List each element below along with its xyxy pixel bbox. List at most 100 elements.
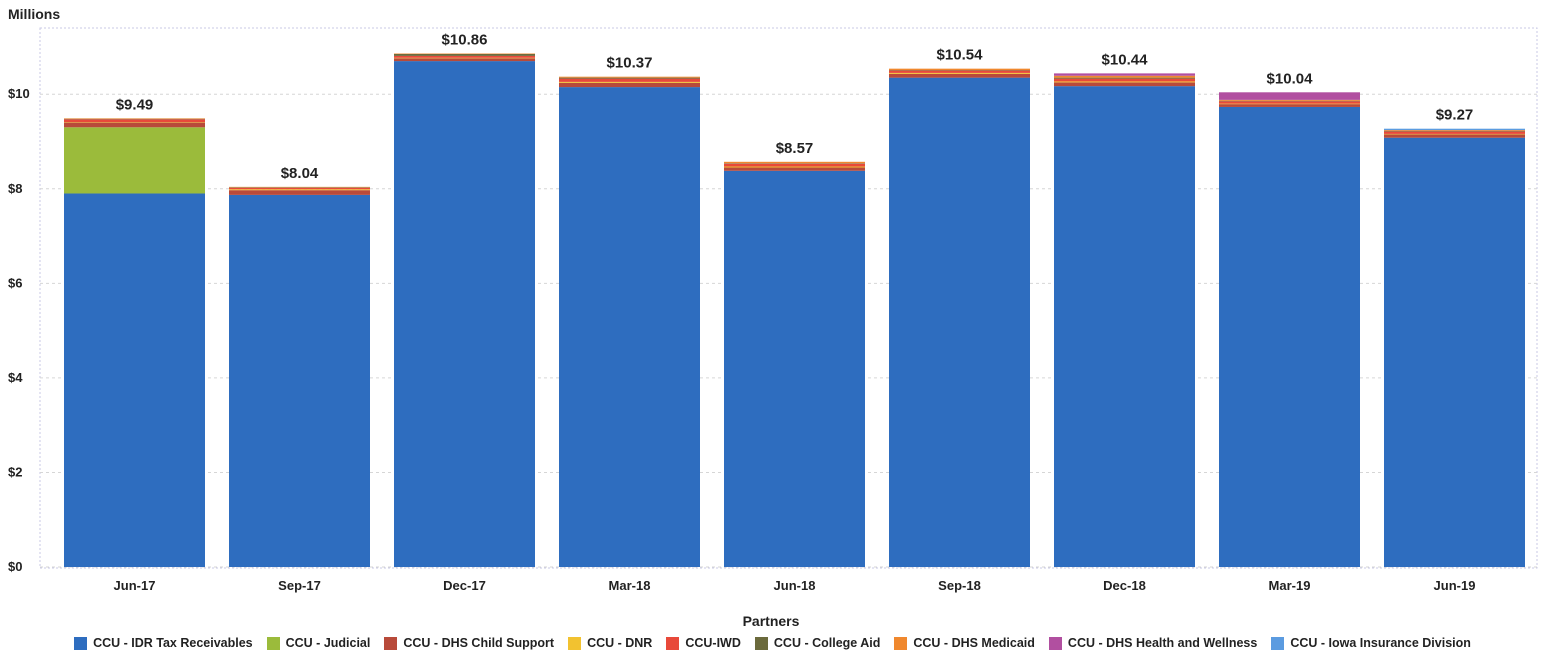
bar-segment: [724, 166, 865, 168]
x-tick-label: Jun-18: [774, 578, 816, 593]
legend-item: CCU - Judicial: [266, 636, 371, 650]
bar-segment: [1384, 133, 1525, 135]
legend-label: CCU - DHS Child Support: [403, 636, 555, 650]
x-tick-label: Dec-17: [443, 578, 486, 593]
bar-total-label: $10.44: [1102, 51, 1149, 68]
bar-segment: [1054, 75, 1195, 78]
legend-swatch: [1048, 636, 1062, 650]
y-tick-label: $6: [8, 275, 22, 290]
legend-item: CCU - DHS Medicaid: [894, 636, 1035, 650]
stacked-bar-chart: Millions $9.49 $8.04 $10.86 $10.37 $8.57 $10.…: [8, 6, 1538, 629]
bar-segment: [889, 70, 1030, 73]
legend-swatch: [74, 636, 88, 650]
legend-label: CCU - Judicial: [285, 636, 371, 650]
bar-segment: [1054, 77, 1195, 79]
bar-segment: [559, 81, 700, 83]
bar-segment: [394, 54, 535, 56]
bar-segment: [1384, 130, 1525, 132]
legend-item: CCU - IDR Tax Receivables: [74, 636, 253, 650]
y-tick-label: $2: [8, 464, 22, 479]
bar-segment: [394, 61, 535, 567]
bar-segment: [64, 119, 205, 123]
y-tick-label: $0: [8, 559, 22, 574]
legend-swatch: [1271, 636, 1285, 650]
bar-segment: [724, 161, 865, 164]
bar-segment: [559, 77, 700, 79]
bar-segment: [64, 193, 205, 567]
bar-segment: [229, 194, 370, 567]
legend-label: CCU - DNR: [587, 636, 653, 650]
bar-segment: [229, 190, 370, 195]
plot-area: [39, 27, 1538, 569]
bar-total-label: $10.04: [1267, 70, 1314, 87]
x-tick-label: Jun-17: [114, 578, 156, 593]
chart-legend: CCU - IDR Tax Receivables CCU - Judicial C…: [0, 633, 1545, 653]
legend-label: CCU - DHS Health and Wellness: [1067, 636, 1258, 650]
bar-total-label: $8.57: [776, 140, 814, 157]
bars: [64, 53, 1525, 567]
legend-item: CCU - DHS Child Support: [384, 636, 554, 650]
legend-swatch: [754, 636, 768, 650]
bar-segment: [1054, 86, 1195, 567]
legend-swatch: [384, 636, 398, 650]
bar-segment: [724, 163, 865, 167]
y-axis-title: Millions: [8, 6, 60, 22]
legend-label: CCU - Iowa Insurance Division: [1290, 636, 1471, 650]
bar-segment: [1384, 131, 1525, 132]
bar-segment: [394, 57, 535, 59]
bar-total-label: $8.04: [281, 165, 319, 182]
bar-segment: [1384, 131, 1525, 134]
bar-total-label: $10.54: [937, 47, 984, 64]
x-tick-label: Dec-18: [1103, 578, 1146, 593]
bar-segment: [64, 118, 205, 119]
bar-segment: [64, 127, 205, 194]
bar-segment: [1384, 134, 1525, 138]
bar-segment: [559, 87, 700, 567]
bar-segment: [64, 122, 205, 128]
legend-item: CCU - Iowa Insurance Division: [1271, 636, 1471, 650]
y-tick-label: $4: [8, 370, 23, 385]
y-tick-label: $10: [8, 86, 30, 101]
bar-segment: [889, 70, 1030, 71]
legend-label: CCU - College Aid: [773, 636, 881, 650]
bar-segment: [724, 170, 865, 567]
legend-item: CCU-IWD: [666, 636, 741, 650]
bar-segment: [1054, 78, 1195, 82]
x-tick-label: Mar-19: [1269, 578, 1311, 593]
y-tick-label: $8: [8, 181, 22, 196]
legend-label: CCU - IDR Tax Receivables: [93, 636, 253, 650]
bar-total-labels: $9.49 $8.04 $10.86 $10.37 $8.57 $10.54 $10.44 $…: [116, 32, 1474, 182]
legend-swatch: [666, 636, 680, 650]
bar-segment: [889, 68, 1030, 71]
bar-segment: [394, 58, 535, 62]
x-tick-label: Sep-17: [278, 578, 321, 593]
legend-label: CCU-IWD: [685, 636, 741, 650]
x-tick-label: Jun-19: [1434, 578, 1476, 593]
bar-total-label: $10.86: [442, 32, 488, 49]
bar-segment: [1219, 92, 1360, 100]
bar-total-label: $10.37: [607, 55, 653, 72]
legend-item: CCU - College Aid: [754, 636, 881, 650]
bar-segment: [229, 189, 370, 191]
bar-segment: [1384, 128, 1525, 131]
y-axis-ticks: $0 $2 $4 $6 $8 $10: [8, 86, 30, 574]
bar-segment: [64, 118, 205, 120]
bar-segment: [394, 53, 535, 55]
bar-segment: [559, 76, 700, 78]
x-tick-label: Mar-18: [609, 578, 651, 593]
bar-segment: [394, 55, 535, 58]
bar-segment: [724, 163, 865, 164]
x-axis-title: Partners: [743, 613, 800, 629]
bar-segment: [889, 73, 1030, 78]
bar-segment: [229, 187, 370, 190]
bar-total-label: $9.27: [1436, 107, 1474, 124]
bar-segment: [1219, 100, 1360, 102]
bar-segment: [1219, 99, 1360, 101]
legend-swatch: [894, 636, 908, 650]
bar-segment: [229, 187, 370, 188]
bar-segment: [889, 72, 1030, 74]
bar-segment: [1054, 81, 1195, 83]
bar-segment: [559, 82, 700, 88]
bar-segment: [1054, 82, 1195, 87]
bar-segment: [64, 122, 205, 123]
